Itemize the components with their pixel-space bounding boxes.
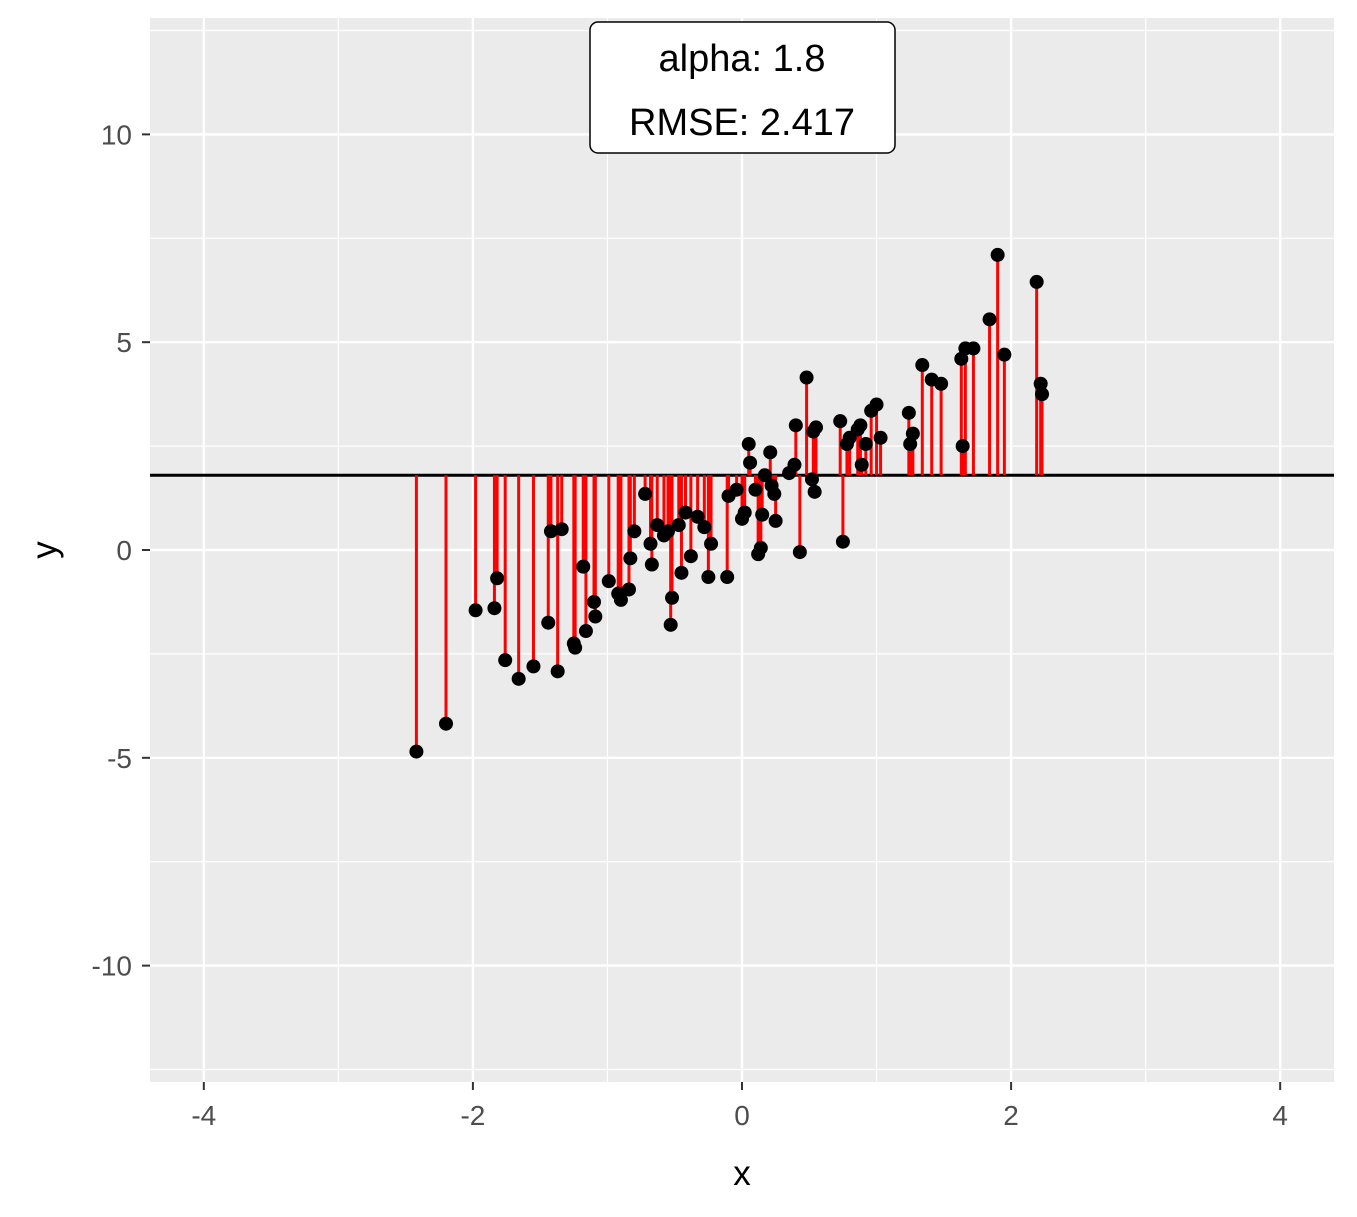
- data-point: [763, 445, 778, 460]
- data-point: [621, 582, 636, 597]
- data-point: [854, 457, 869, 472]
- annotation-rmse: RMSE: 2.417: [629, 102, 855, 144]
- data-point: [835, 534, 850, 549]
- data-point: [833, 414, 848, 429]
- data-point: [601, 574, 616, 589]
- data-point: [439, 716, 453, 731]
- x-axis-ticks: -4 -2 0 2 4: [191, 1082, 1288, 1131]
- y-tick-label: 10: [101, 119, 132, 150]
- data-point: [613, 592, 628, 607]
- data-point: [982, 312, 997, 327]
- data-point: [550, 664, 565, 679]
- data-point: [804, 472, 819, 487]
- data-point: [858, 437, 873, 452]
- x-axis-title: x: [733, 1154, 751, 1193]
- data-point: [576, 559, 591, 574]
- annotation-box: alpha: 1.8 RMSE: 2.417: [589, 21, 896, 154]
- data-point: [753, 540, 768, 555]
- data-point: [543, 524, 558, 539]
- data-point: [468, 603, 483, 618]
- data-point: [526, 659, 541, 674]
- x-tick-label: 4: [1272, 1100, 1288, 1131]
- data-point: [638, 486, 653, 501]
- data-point: [627, 524, 642, 539]
- data-point: [997, 347, 1012, 362]
- data-point: [661, 524, 675, 539]
- residual-segments: [414, 254, 1044, 752]
- data-point: [1033, 376, 1048, 391]
- data-point: [787, 457, 802, 472]
- data-point: [568, 640, 583, 655]
- data-point: [511, 671, 526, 686]
- data-point: [554, 522, 569, 537]
- data-point: [905, 426, 920, 441]
- data-point: [755, 507, 770, 522]
- data-point: [799, 370, 814, 385]
- data-point: [768, 513, 783, 528]
- data-point: [915, 358, 930, 373]
- data-point: [955, 439, 970, 454]
- y-axis-title: y: [25, 541, 64, 559]
- data-point: [623, 551, 638, 566]
- data-point: [541, 615, 556, 630]
- data-point: [853, 418, 868, 433]
- data-point: [1029, 274, 1044, 289]
- data-point: [690, 509, 705, 524]
- data-point: [587, 594, 601, 609]
- data-point: [901, 405, 916, 420]
- data-point: [665, 590, 680, 605]
- y-tick-label: 5: [116, 327, 132, 358]
- data-point: [498, 653, 513, 668]
- x-tick-label: 0: [734, 1100, 750, 1131]
- data-point: [487, 601, 502, 616]
- data-point: [678, 505, 693, 520]
- data-point: [697, 520, 712, 535]
- data-point: [934, 376, 949, 391]
- data-points: [409, 247, 1050, 759]
- annotation-alpha: alpha: 1.8: [659, 38, 826, 80]
- data-point: [748, 482, 763, 497]
- data-point: [674, 565, 689, 580]
- data-point: [490, 571, 505, 586]
- y-tick-label: -10: [92, 951, 132, 982]
- data-point: [720, 570, 735, 585]
- data-point: [644, 557, 659, 572]
- data-point: [729, 482, 744, 497]
- data-point: [663, 617, 678, 632]
- data-point: [588, 609, 603, 624]
- x-tick-label: -2: [460, 1100, 485, 1131]
- data-point: [792, 545, 807, 560]
- data-point: [869, 397, 884, 412]
- y-tick-label: -5: [107, 743, 132, 774]
- x-tick-label: 2: [1003, 1100, 1019, 1131]
- data-point: [650, 518, 665, 533]
- data-point: [737, 505, 752, 520]
- data-point: [807, 484, 822, 499]
- data-point: [578, 624, 593, 639]
- data-point: [788, 418, 803, 433]
- annotation-background: [589, 21, 896, 154]
- data-point: [741, 437, 756, 452]
- y-tick-label: 0: [116, 535, 132, 566]
- data-point: [683, 549, 698, 564]
- data-point: [643, 536, 658, 551]
- y-axis-ticks: -10 -5 0 5 10: [92, 119, 150, 982]
- data-point: [671, 518, 686, 533]
- data-point: [767, 486, 782, 501]
- data-point: [873, 430, 888, 445]
- data-point: [757, 468, 772, 483]
- data-point: [966, 341, 981, 356]
- data-point: [1035, 387, 1050, 402]
- data-point: [704, 536, 719, 551]
- data-point: [743, 455, 758, 470]
- x-tick-label: -4: [191, 1100, 216, 1131]
- data-point: [990, 247, 1005, 262]
- data-point: [701, 570, 716, 585]
- data-point: [809, 420, 823, 435]
- major-gridlines: [150, 18, 1334, 1082]
- data-point: [409, 744, 424, 759]
